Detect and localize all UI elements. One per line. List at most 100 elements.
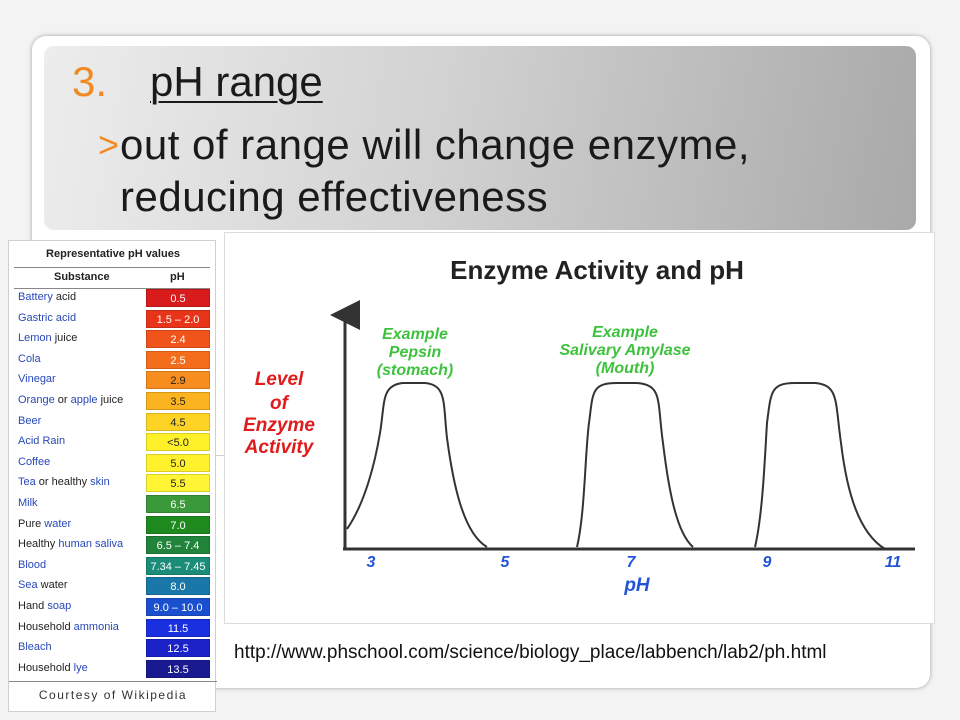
substance-text: Healthy (18, 538, 59, 551)
source-url: http://www.phschool.com/science/biology_… (234, 642, 827, 663)
ph-value-cell: 2.4 (146, 330, 210, 349)
substance-name: Pure water (18, 518, 71, 530)
table-row: Acid Rain <5.0 (14, 432, 210, 453)
ph-value-cell: 12.5 (146, 639, 210, 658)
substance-link[interactable]: Milk (18, 496, 38, 509)
substance-link[interactable]: Blood (18, 558, 47, 571)
substance-name: Hand soap (18, 600, 71, 612)
substance-name: Healthy human saliva (18, 538, 123, 550)
slide-title: pH range (150, 58, 323, 105)
substance-text: juice (51, 332, 78, 345)
substance-link[interactable]: Lemon (18, 332, 52, 345)
substance-name: Gastric acid (18, 312, 76, 324)
substance-text: juice (97, 393, 124, 406)
substance-link[interactable]: water (44, 517, 72, 530)
curve-alkaline-enzyme (754, 382, 886, 550)
ph-value-cell: 2.9 (146, 371, 210, 390)
substance-link[interactable]: Tea (18, 476, 36, 489)
table-row: Hand soap 9.0 – 10.0 (14, 597, 210, 618)
substance-text: Household (18, 620, 74, 633)
substance-link[interactable]: Gastric acid (18, 311, 77, 324)
substance-link[interactable]: Bleach (18, 641, 52, 654)
enzyme-activity-graph: Enzyme Activity and pH Level of Enzyme A… (224, 232, 935, 624)
table-row: Tea or healthy skin 5.5 (14, 473, 210, 494)
x-axis-label: pH (623, 575, 651, 596)
ph-value-cell: 11.5 (146, 618, 210, 637)
ph-value-cell: 6.5 (146, 494, 210, 513)
substance-name: Beer (18, 415, 41, 427)
substance-text: or (54, 393, 71, 406)
ylabel-line-3: Enzyme (243, 415, 315, 436)
ph-value-cell: 1.5 – 2.0 (146, 309, 210, 328)
ph-value-cell: 5.0 (146, 453, 210, 472)
table-row: Healthy human saliva 6.5 – 7.4 (14, 535, 210, 556)
ph-value-cell: 4.5 (146, 412, 210, 431)
table-row: Household lye 13.5 (14, 659, 210, 680)
table-row: Sea water 8.0 (14, 576, 210, 597)
substance-name: Tea or healthy skin (18, 476, 110, 488)
substance-link[interactable]: Battery (18, 291, 53, 303)
substance-text: or healthy (35, 476, 91, 489)
curve-1-label-line-2: Pepsin (389, 344, 442, 361)
table-row: Bleach 12.5 (14, 638, 210, 659)
graph-title: Enzyme Activity and pH (450, 255, 744, 285)
substance-link[interactable]: Sea (18, 579, 38, 592)
table-row: Household ammonia 11.5 (14, 618, 210, 639)
substance-link[interactable]: apple (70, 393, 98, 406)
ylabel-line-4: Activity (244, 437, 315, 458)
substance-name: Battery acid (18, 291, 76, 303)
substance-name: Blood (18, 559, 46, 571)
ylabel-line-1: Level (255, 369, 304, 390)
substance-link[interactable]: ammonia (73, 620, 119, 633)
table-row: Battery acid 0.5 (14, 288, 210, 309)
table-row: Beer 4.5 (14, 412, 210, 433)
substance-link[interactable]: Acid Rain (18, 435, 66, 448)
table-row: Pure water 7.0 (14, 515, 210, 536)
ylabel-line-2: of (270, 393, 290, 414)
ph-value-cell: 8.0 (146, 577, 210, 596)
ph-value-cell: 13.5 (146, 659, 210, 678)
substance-name: Milk (18, 497, 38, 509)
ph-table-header: Substance pH (14, 267, 210, 289)
table-row: Orange or apple juice 3.5 (14, 391, 210, 412)
table-row: Coffee 5.0 (14, 453, 210, 474)
substance-text: water (37, 579, 68, 592)
substance-name: Vinegar (18, 373, 56, 385)
table-row: Milk 6.5 (14, 494, 210, 515)
table-row: Vinegar 2.9 (14, 370, 210, 391)
table-row: Gastric acid 1.5 – 2.0 (14, 309, 210, 330)
ph-value-cell: 5.5 (146, 474, 210, 493)
wikipedia-credit: Courtesy of Wikipedia (9, 681, 217, 702)
column-header-substance: Substance (54, 271, 110, 283)
ph-value-cell: 3.5 (146, 391, 210, 410)
ph-value-cell: 0.5 (146, 289, 210, 307)
substance-link[interactable]: Coffee (18, 455, 51, 468)
substance-text: Household (18, 661, 74, 674)
substance-link[interactable]: Beer (18, 414, 42, 427)
x-tick-7: 7 (627, 554, 637, 571)
curve-2-label-line-1: Example (592, 324, 658, 341)
substance-link[interactable]: Vinegar (18, 373, 56, 386)
substance-link[interactable]: Orange (18, 393, 55, 406)
substance-name: Coffee (18, 456, 50, 468)
table-row: Cola 2.5 (14, 350, 210, 371)
curve-1-label-line-1: Example (382, 326, 448, 343)
substance-name: Sea water (18, 579, 68, 591)
substance-link[interactable]: Cola (18, 352, 41, 365)
table-row: Lemon juice 2.4 (14, 329, 210, 350)
ph-table-caption: Representative pH values (46, 248, 180, 260)
ph-value-cell: 9.0 – 10.0 (146, 597, 210, 616)
curve-2-label-line-3: (Mouth) (596, 360, 655, 377)
x-tick-9: 9 (763, 554, 772, 571)
substance-link[interactable]: soap (47, 599, 72, 612)
substance-link[interactable]: human saliva (58, 538, 124, 551)
substance-name: Cola (18, 353, 41, 365)
graph-svg: Enzyme Activity and pH Level of Enzyme A… (243, 255, 915, 596)
ph-value-cell: 7.34 – 7.45 (146, 556, 210, 575)
table-row: Blood 7.34 – 7.45 (14, 556, 210, 577)
ph-values-table: Representative pH values Substance pH Ba… (8, 240, 217, 712)
substance-link[interactable]: skin (90, 476, 110, 489)
substance-link[interactable]: lye (73, 661, 88, 674)
substance-name: Lemon juice (18, 332, 77, 344)
x-tick-3: 3 (367, 554, 376, 571)
